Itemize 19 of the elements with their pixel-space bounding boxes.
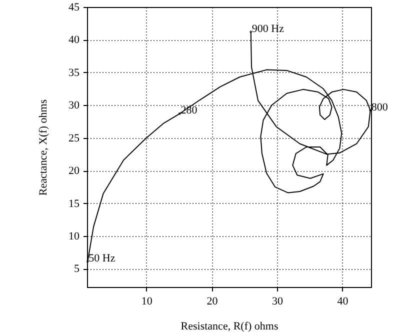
annotation: 900 Hz	[252, 22, 284, 35]
y-tick-label: 35	[68, 66, 80, 79]
y-tick-label: 30	[68, 100, 80, 112]
x-tick-label: 10	[141, 296, 153, 308]
y-tick-label: 40	[68, 34, 80, 46]
x-axis-title: Resistance, R(f) ohms	[180, 320, 278, 332]
annotation: 50 Hz	[88, 252, 116, 264]
x-tick-label: 40	[337, 296, 349, 308]
x-tick-label: 30	[272, 296, 284, 308]
y-tick-label: 45	[68, 2, 80, 14]
y-tick-label: 20	[68, 165, 80, 178]
annotation: 280	[180, 104, 198, 117]
y-tick-label: 5	[74, 263, 80, 276]
y-tick-label: 15	[68, 198, 80, 210]
y-tick-label: 10	[68, 230, 80, 242]
y-tick-label: 25	[68, 132, 80, 144]
y-axis-title: Reactance, X(f) ohms	[38, 99, 50, 196]
x-tick-label: 20	[206, 296, 218, 308]
annotation: 800	[371, 101, 388, 114]
